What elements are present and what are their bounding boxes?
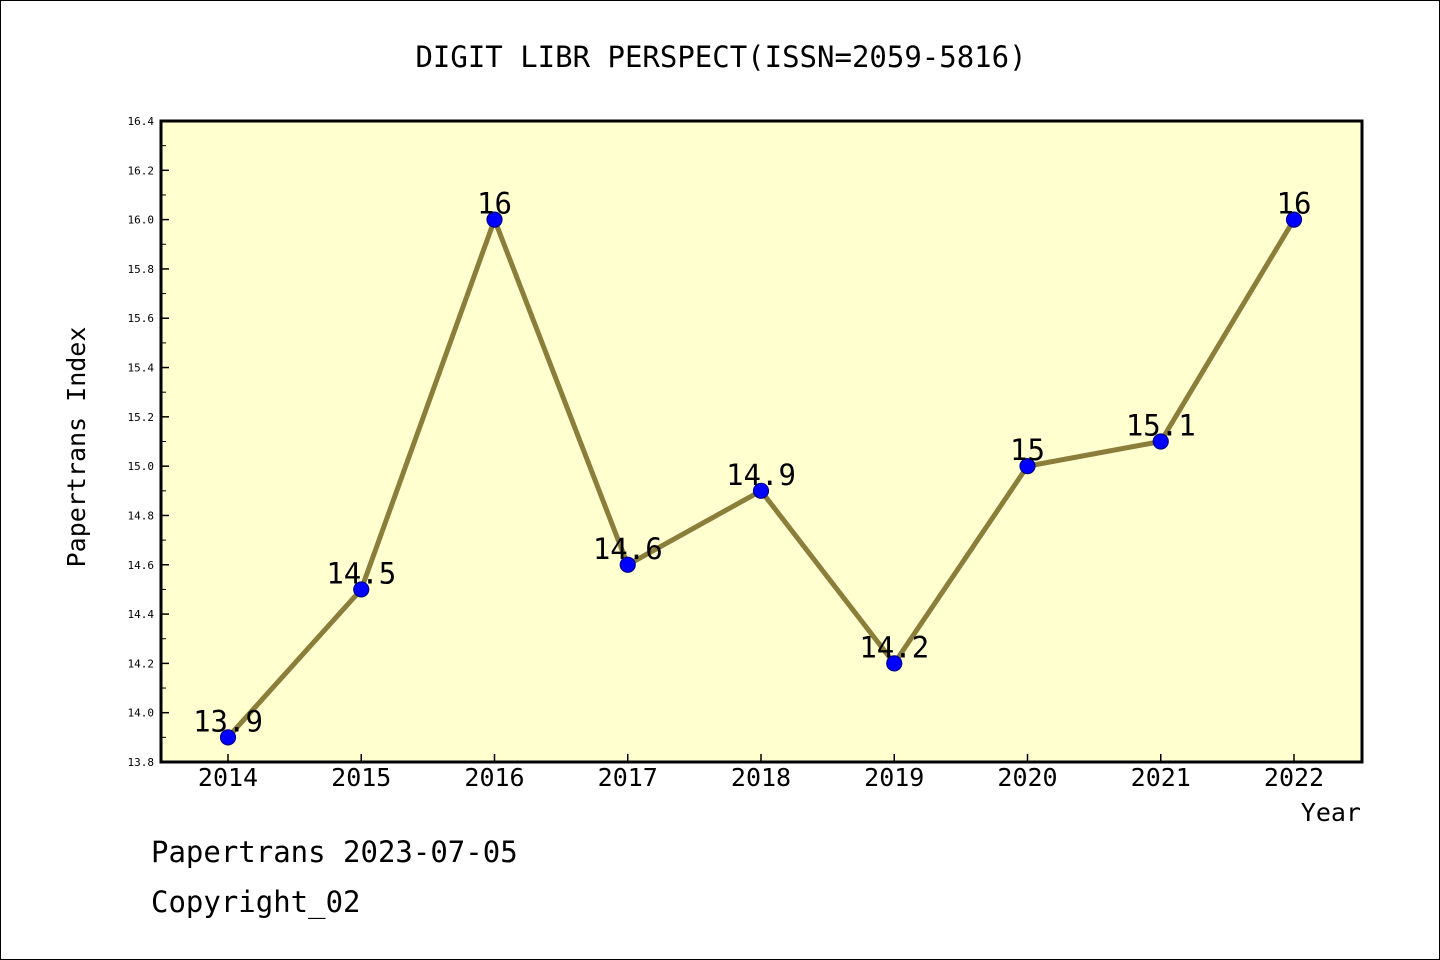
y-tick-label: 15.8 [128, 263, 155, 276]
x-tick-label: 2014 [198, 763, 258, 792]
data-point-marker [1285, 211, 1303, 228]
data-point-label: 16 [1277, 187, 1312, 221]
y-tick-label: 14.8 [128, 509, 155, 522]
y-tick-label: 16.2 [128, 164, 155, 177]
data-point-label: 14.6 [593, 532, 663, 566]
y-tick-label: 15.6 [128, 312, 155, 325]
y-axis-label: Papertrans Index [62, 327, 91, 568]
data-labels: 13.9 14.5 16 14.6 14.9 14.2 15 15.1 16 [193, 187, 1311, 739]
x-tick-label: 2015 [331, 763, 391, 792]
y-tick-label: 14.4 [128, 608, 155, 621]
x-tick-label: 2021 [1131, 763, 1191, 792]
data-markers [219, 211, 1303, 746]
data-point-label: 15.1 [1126, 409, 1196, 443]
x-tick-label: 2016 [464, 763, 524, 792]
y-tick-label: 14.6 [128, 559, 155, 572]
chart-title: DIGIT LIBR PERSPECT(ISSN=2059-5816) [415, 40, 1026, 74]
data-point-marker [1019, 458, 1036, 475]
y-tick-label: 16.4 [128, 115, 155, 128]
x-tick-label: 2019 [864, 763, 924, 792]
data-point-label: 15 [1010, 433, 1045, 467]
data-point-marker [1152, 433, 1169, 450]
x-axis: 2014 2015 2016 2017 2018 2019 2020 2021 2022 [198, 754, 1324, 792]
x-tick-label: 2022 [1264, 763, 1324, 792]
x-tick-label: 2020 [997, 763, 1057, 792]
y-tick-label: 14.2 [128, 657, 155, 670]
data-point-marker [619, 556, 636, 573]
data-point-marker [886, 655, 903, 672]
x-tick-label: 2018 [731, 763, 791, 792]
data-point-label: 13.9 [193, 704, 263, 738]
y-tick-label: 15.0 [128, 460, 155, 473]
data-point-label: 14.2 [859, 630, 929, 664]
y-axis: 13.8 14.0 14.2 14.4 14.6 14.8 15.0 15.2 15.4 15.6… [128, 115, 169, 769]
data-point-marker [219, 729, 237, 746]
footer-date-line: Papertrans 2023-07-05 [151, 835, 518, 869]
footer-copyright-line: Copyright_02 [151, 885, 361, 919]
data-point-label: 14.9 [726, 458, 796, 492]
data-point-marker [353, 581, 370, 598]
data-point-label: 14.5 [326, 556, 396, 590]
data-point-label: 16 [477, 187, 512, 221]
y-tick-label: 16.0 [128, 214, 155, 227]
data-point-marker [752, 482, 770, 499]
y-tick-label: 14.0 [128, 707, 155, 720]
x-tick-label: 2017 [598, 763, 658, 792]
y-tick-label: 15.2 [128, 411, 155, 424]
data-point-marker [486, 211, 503, 228]
y-tick-label: 15.4 [128, 362, 155, 375]
y-tick-label: 13.8 [128, 756, 155, 769]
x-axis-label: Year [1301, 798, 1361, 827]
